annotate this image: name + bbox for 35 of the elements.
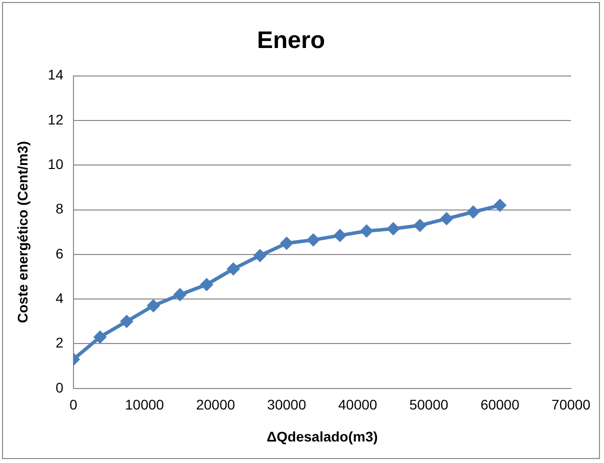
point bbox=[174, 288, 187, 302]
y-tick-label: 6 bbox=[56, 245, 64, 262]
y-tick-label: 2 bbox=[56, 334, 64, 351]
y-axis-title: Coste energético (Cent/m3) bbox=[14, 141, 30, 324]
x-tick-label: 60000 bbox=[480, 396, 520, 413]
point bbox=[333, 228, 346, 242]
x-axis-title: ΔQdesalado(m3) bbox=[266, 428, 378, 444]
y-tick-label: 14 bbox=[48, 66, 64, 83]
point bbox=[200, 278, 214, 292]
point bbox=[280, 236, 294, 250]
y-tick-label: 10 bbox=[48, 156, 64, 172]
point bbox=[360, 224, 374, 238]
x-tick-label: 0 bbox=[69, 396, 78, 413]
point bbox=[120, 314, 134, 328]
x-tick-label: 40000 bbox=[338, 396, 378, 413]
point bbox=[253, 249, 266, 262]
x-tick-label: 50000 bbox=[409, 396, 448, 413]
y-tick-label: 12 bbox=[48, 111, 64, 128]
point bbox=[146, 299, 160, 312]
point bbox=[440, 212, 454, 226]
point bbox=[413, 218, 426, 232]
point bbox=[226, 262, 240, 276]
point bbox=[466, 206, 480, 219]
y-tick-label: 0 bbox=[56, 379, 64, 396]
x-tick-label: 30000 bbox=[267, 396, 306, 413]
chart-title: Enero bbox=[256, 27, 326, 54]
y-tick-label: 8 bbox=[56, 200, 64, 217]
x-tick-label: 10000 bbox=[124, 396, 164, 413]
x-tick-label: 20000 bbox=[196, 396, 236, 413]
point bbox=[493, 198, 506, 212]
x-tick-label: 70000 bbox=[552, 396, 591, 413]
point bbox=[386, 222, 400, 236]
point bbox=[306, 233, 320, 246]
point bbox=[94, 330, 107, 344]
y-tick-label: 4 bbox=[56, 290, 64, 306]
